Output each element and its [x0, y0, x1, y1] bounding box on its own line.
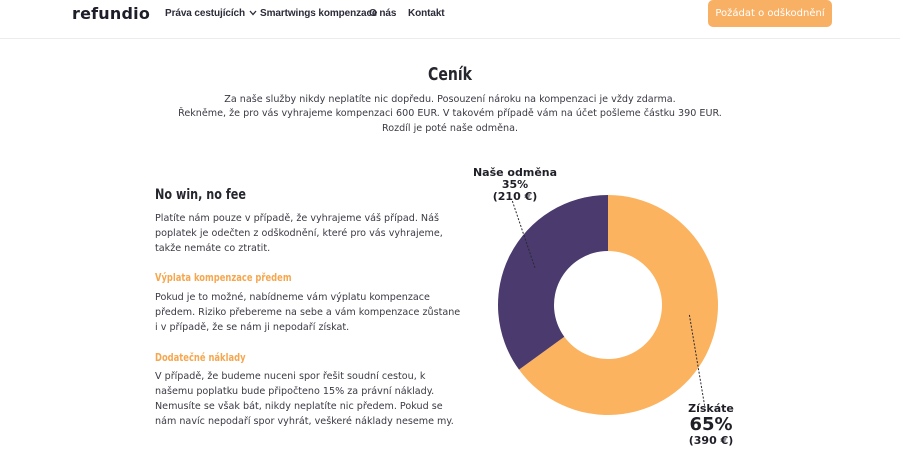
series-name-label: Získáte: [688, 402, 734, 415]
text-line: Nemusíte se však bát, nikdy neplatíte ni…: [155, 401, 443, 412]
nav-item-contact[interactable]: Kontakt: [408, 8, 445, 19]
pricing-donut-chart: [498, 195, 718, 415]
page-title: Ceník: [428, 64, 472, 85]
nav-item-about[interactable]: O nás: [369, 8, 397, 19]
intro-line: Za naše služby nikdy neplatíte nic dopře…: [224, 94, 676, 105]
site-header: refundio Práva cestujících Smartwings ko…: [0, 0, 900, 39]
series-percent-label: 65%: [689, 414, 733, 435]
text-line: Platíte nám pouze v případě, že vyhrajem…: [155, 213, 439, 224]
series-amount-label: (390 €): [688, 434, 734, 447]
section-heading-no-win-no-fee: No win, no fee: [155, 187, 246, 203]
leader-line-you-get: [688, 314, 706, 409]
leader-line-our-fee: [511, 199, 536, 268]
nav-item-label: Práva cestujících: [165, 8, 246, 20]
section-text-upfront-payout: Pokud je to možné, nabídneme vám výplatu…: [155, 290, 461, 335]
logo[interactable]: refundio: [72, 4, 151, 23]
text-line: Pokud je to možné, nabídneme vám výplatu…: [155, 292, 430, 303]
chart-label-you-get: Získáte 65% (390 €): [680, 402, 742, 447]
request-compensation-button[interactable]: Požádat o odškodnění: [708, 0, 832, 27]
section-text-no-win-no-fee: Platíte nám pouze v případě, že vyhrajem…: [155, 211, 445, 256]
donut-slice-1: [498, 195, 608, 370]
text-line: V případě, že budeme nuceni spor řešit s…: [155, 371, 426, 382]
intro-line: Řekněme, že pro vás vyhrajeme kompenzaci…: [178, 108, 722, 120]
chart-label-our-fee: Naše odměna 35% (210 €): [470, 166, 560, 203]
text-line: nám navíc nepodaří spor vyhrát, veškeré …: [155, 416, 454, 427]
donut-slice-0: [519, 195, 718, 415]
text-line: takže nemáte co ztratit.: [155, 243, 271, 254]
series-percent-label: 35%: [501, 178, 529, 191]
chevron-down-icon: [249, 8, 257, 19]
section-heading-upfront-payout: Výplata kompenzace předem: [155, 271, 292, 284]
text-line: předem. Riziko přebereme na sebe a vám k…: [155, 307, 461, 318]
intro-text: Za naše služby nikdy neplatíte nic dopře…: [0, 93, 900, 136]
text-line: i v případě, že se nám ji nepodaří získa…: [155, 322, 350, 333]
nav-item-passenger-rights[interactable]: Práva cestujících: [165, 8, 257, 19]
text-line: poplatek je odečten z odškodnění, které …: [155, 228, 443, 239]
section-text-additional-costs: V případě, že budeme nuceni spor řešit s…: [155, 369, 454, 429]
nav-item-smartwings[interactable]: Smartwings kompenzace: [260, 8, 378, 19]
intro-line: Rozdíl je poté naše odměna.: [381, 122, 519, 134]
text-line: našemu poplatku bude připočteno 15% za p…: [155, 386, 435, 397]
section-heading-additional-costs: Dodatečné náklady: [155, 351, 246, 364]
series-name-label: Naše odměna: [472, 166, 558, 179]
series-amount-label: (210 €): [492, 190, 538, 203]
